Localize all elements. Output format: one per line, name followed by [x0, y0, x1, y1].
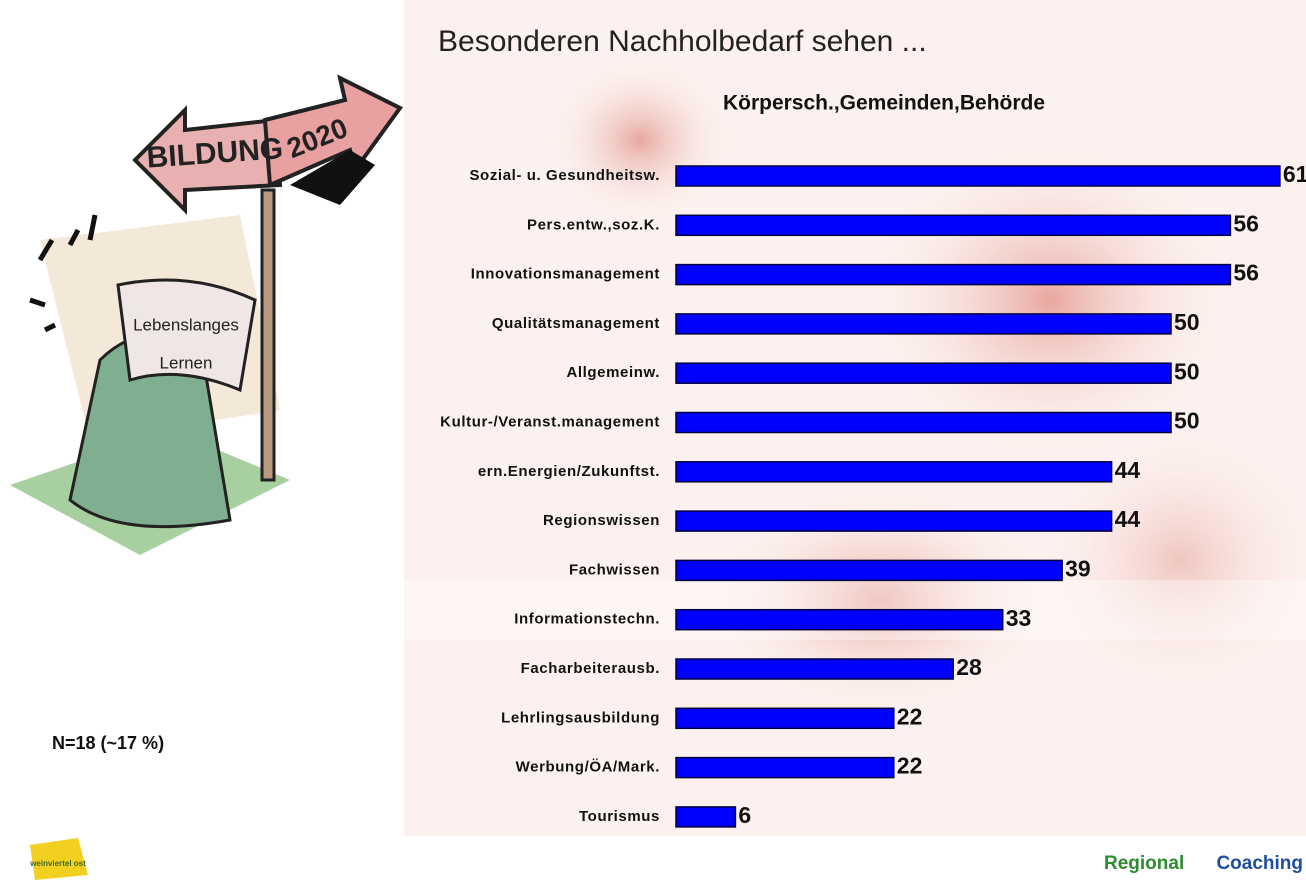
- bar: [676, 610, 1003, 630]
- value-label: 39: [1065, 555, 1091, 581]
- category-label: Allgemeinw.: [566, 364, 660, 381]
- value-label: 56: [1233, 260, 1259, 286]
- bar: [676, 560, 1062, 580]
- value-label: 56: [1233, 210, 1259, 236]
- slide: BILDUNG 2020 Lebenslanges Lernen Besonde…: [0, 0, 1306, 882]
- category-label: Lehrlingsausbildung: [501, 709, 660, 726]
- category-label: Qualitätsmanagement: [492, 315, 660, 332]
- bar: [676, 413, 1171, 433]
- bar: [676, 807, 735, 827]
- value-label: 44: [1115, 457, 1141, 483]
- bar: [676, 363, 1171, 383]
- category-label: Sozial- u. Gesundheitsw.: [469, 167, 660, 184]
- banner-text: Lernen: [160, 353, 213, 372]
- category-label: Regionswissen: [543, 512, 660, 529]
- bg-blob: [550, 60, 730, 220]
- chart-title: Besonderen Nachholbedarf sehen ...: [438, 25, 927, 58]
- category-label: Informationstechn.: [514, 611, 660, 628]
- brand-part1: Regional: [1104, 853, 1184, 874]
- value-label: 22: [897, 753, 923, 779]
- value-label: 61: [1283, 161, 1306, 187]
- category-label: Kultur-/Veranst.management: [440, 413, 660, 430]
- category-label: ern.Energien/Zukunftst.: [478, 463, 660, 480]
- logo-left: weinviertel ost: [29, 838, 88, 880]
- chart-subtitle: Körpersch.,Gemeinden,Behörde: [723, 92, 1045, 115]
- page: BILDUNG 2020 Lebenslanges Lernen Besonde…: [0, 0, 1306, 882]
- bar: [676, 462, 1112, 482]
- logo-text: weinviertel ost: [29, 859, 86, 868]
- bar: [676, 659, 953, 679]
- sample-note: N=18 (~17 %): [52, 733, 164, 753]
- value-label: 44: [1115, 506, 1141, 532]
- bar: [676, 758, 894, 778]
- category-label: Tourismus: [579, 808, 660, 825]
- value-label: 33: [1006, 605, 1032, 631]
- category-label: Fachwissen: [569, 561, 660, 578]
- category-label: Werbung/ÖA/Mark.: [516, 759, 660, 776]
- bar: [676, 215, 1230, 235]
- category-label: Innovationsmanagement: [471, 266, 660, 283]
- value-label: 22: [897, 703, 923, 729]
- bar: [676, 314, 1171, 334]
- bar: [676, 265, 1230, 285]
- value-label: 50: [1174, 309, 1200, 335]
- bar: [676, 511, 1112, 531]
- illustration: BILDUNG 2020 Lebenslanges Lernen: [10, 78, 400, 555]
- value-label: 50: [1174, 408, 1200, 434]
- category-label: Facharbeiterausb.: [521, 660, 660, 677]
- value-label: 28: [956, 654, 982, 680]
- value-label: 50: [1174, 358, 1200, 384]
- value-label: 6: [738, 802, 751, 828]
- category-label: Pers.entw.,soz.K.: [527, 216, 660, 233]
- bar: [676, 708, 894, 728]
- bar: [676, 166, 1280, 186]
- banner-text: Lebenslanges: [133, 315, 239, 334]
- brand-part2: Coaching: [1216, 853, 1303, 874]
